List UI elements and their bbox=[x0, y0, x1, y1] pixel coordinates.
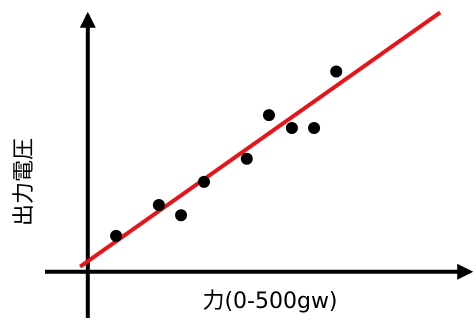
data-point bbox=[308, 121, 321, 134]
fit-line bbox=[79, 10, 442, 269]
data-point bbox=[110, 229, 123, 242]
data-point bbox=[197, 175, 210, 188]
data-point bbox=[175, 209, 188, 222]
x-axis-label: 力(0-500gw) bbox=[202, 289, 337, 314]
data-point bbox=[262, 109, 275, 122]
data-point bbox=[285, 121, 298, 134]
data-point bbox=[240, 152, 253, 165]
y-axis-label: 出力電圧 bbox=[12, 138, 37, 226]
data-point bbox=[330, 65, 343, 78]
data-point bbox=[152, 199, 165, 212]
